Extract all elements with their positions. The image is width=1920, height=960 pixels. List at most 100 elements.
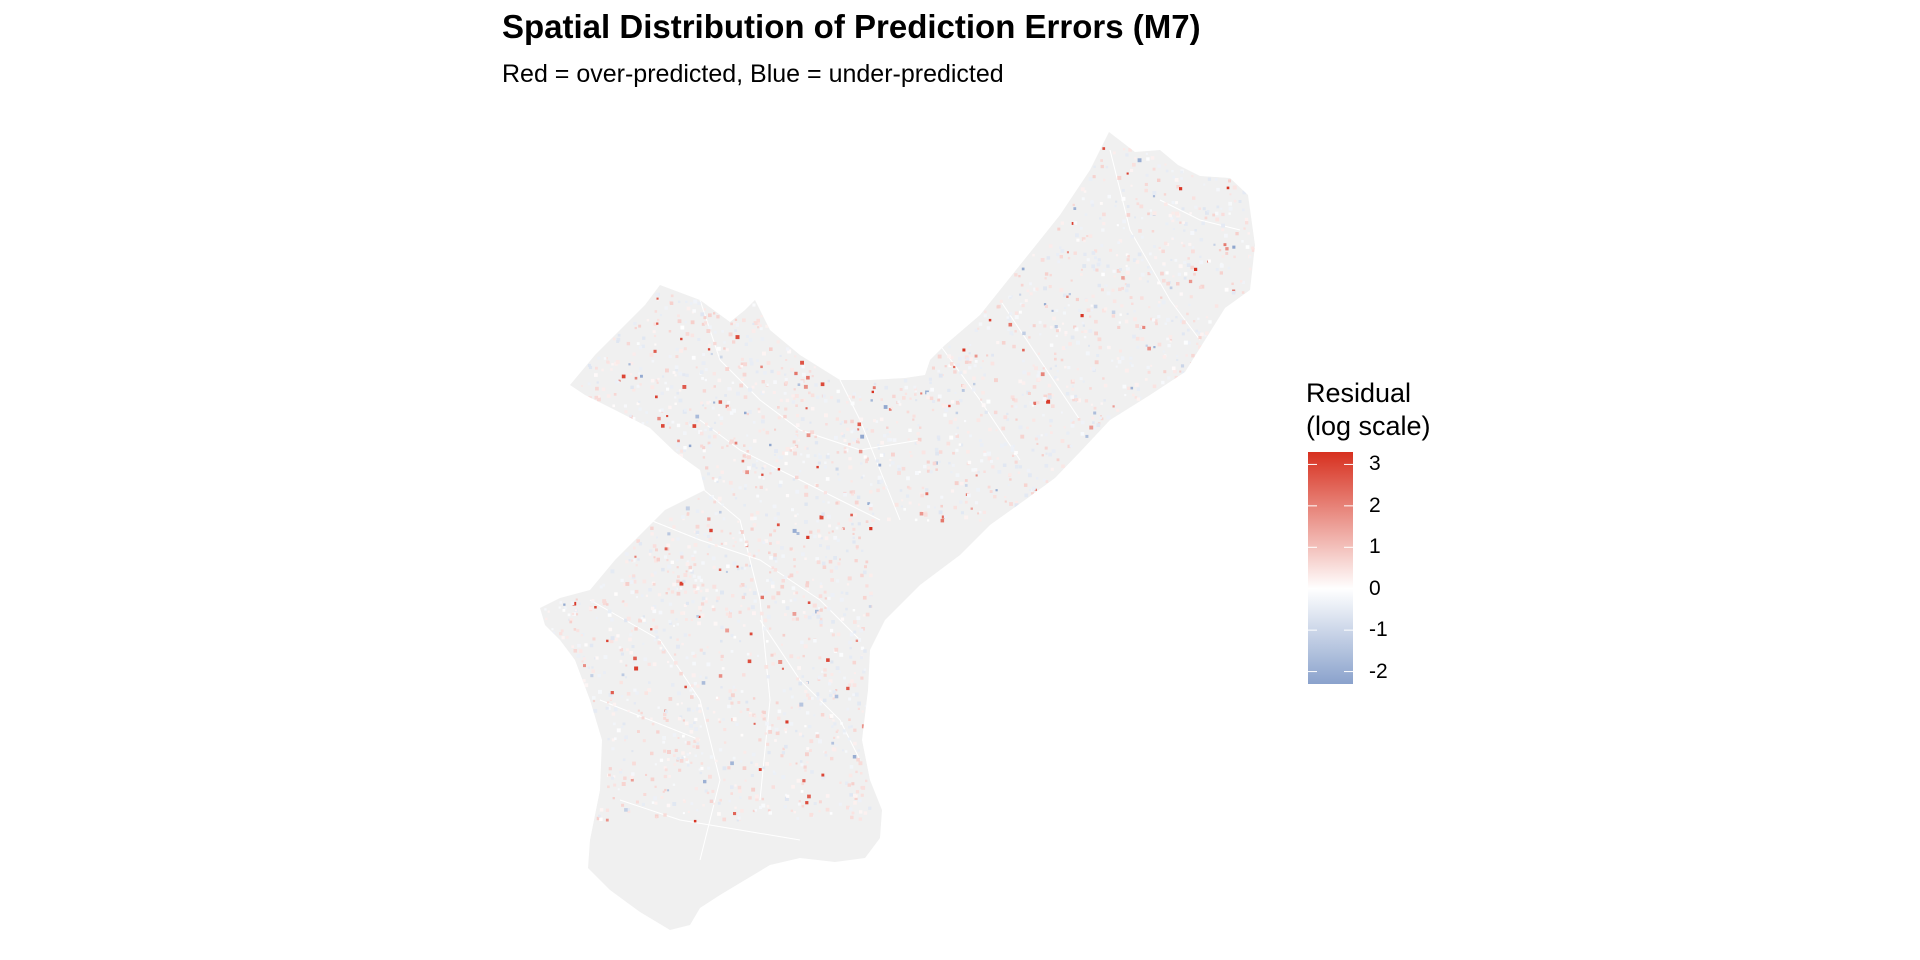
- residual-point: [729, 609, 733, 613]
- residual-point: [730, 792, 733, 795]
- residual-point: [782, 747, 785, 751]
- residual-point: [847, 783, 851, 787]
- residual-point: [1018, 465, 1023, 469]
- residual-point: [805, 752, 809, 757]
- residual-point: [561, 636, 565, 640]
- residual-point: [797, 666, 801, 670]
- residual-point: [674, 396, 677, 399]
- residual-point: [801, 365, 805, 369]
- residual-point: [808, 724, 812, 729]
- residual-point: [765, 488, 768, 491]
- residual-point: [1204, 216, 1208, 220]
- residual-point: [791, 508, 794, 512]
- residual-point: [1076, 238, 1080, 242]
- residual-point: [790, 809, 793, 812]
- residual-point: [783, 805, 787, 809]
- residual-point: [769, 533, 772, 537]
- residual-point: [626, 692, 631, 696]
- residual-point: [931, 408, 935, 412]
- residual-point: [940, 518, 945, 523]
- residual-point: [981, 403, 986, 408]
- residual-point: [738, 486, 742, 490]
- residual-point: [1076, 340, 1080, 345]
- residual-point: [689, 421, 692, 424]
- residual-point: [1167, 344, 1171, 348]
- residual-point: [697, 423, 701, 427]
- residual-point: [733, 458, 736, 462]
- chart-subtitle: Red = over-predicted, Blue = under-predi…: [502, 60, 1004, 88]
- residual-point: [948, 420, 953, 425]
- residual-point: [703, 321, 708, 325]
- residual-point: [685, 332, 690, 336]
- residual-point: [1218, 249, 1222, 252]
- residual-point: [639, 367, 643, 371]
- residual-point: [1102, 147, 1106, 150]
- residual-point: [635, 800, 639, 804]
- residual-point: [818, 455, 823, 459]
- residual-point: [1135, 336, 1140, 341]
- residual-point: [689, 302, 693, 305]
- residual-point: [855, 770, 858, 774]
- residual-point: [591, 669, 595, 673]
- residual-point: [914, 393, 917, 396]
- residual-point: [849, 793, 853, 797]
- residual-point: [692, 574, 696, 578]
- residual-point: [626, 341, 631, 346]
- residual-point: [682, 517, 685, 521]
- residual-point: [946, 441, 951, 446]
- residual-point: [779, 455, 783, 460]
- residual-point: [948, 345, 951, 349]
- residual-point: [638, 372, 641, 375]
- residual-point: [1061, 322, 1065, 325]
- residual-point: [843, 492, 847, 497]
- residual-point: [1014, 273, 1018, 277]
- residual-point: [794, 435, 797, 438]
- residual-point: [734, 318, 738, 321]
- residual-point: [689, 752, 692, 755]
- residual-point: [809, 421, 812, 424]
- residual-point: [857, 624, 860, 628]
- residual-point: [686, 707, 691, 712]
- residual-point: [1208, 320, 1212, 324]
- residual-point: [690, 333, 695, 338]
- residual-point: [669, 621, 673, 625]
- residual-point: [1047, 393, 1052, 398]
- residual-point: [676, 759, 679, 762]
- residual-point: [667, 789, 670, 792]
- residual-point: [1113, 275, 1116, 278]
- residual-point: [728, 689, 732, 693]
- residual-point: [955, 473, 960, 478]
- residual-point: [826, 514, 831, 519]
- residual-point: [1190, 231, 1195, 235]
- residual-point: [1126, 172, 1129, 175]
- residual-point: [778, 483, 782, 488]
- residual-point: [1009, 296, 1012, 300]
- residual-point: [1092, 425, 1097, 430]
- residual-point: [742, 372, 747, 377]
- residual-point: [642, 579, 647, 584]
- residual-point: [1116, 224, 1119, 227]
- residual-point: [1132, 162, 1136, 167]
- residual-point: [848, 395, 852, 398]
- residual-point: [588, 396, 592, 400]
- residual-point: [690, 761, 693, 764]
- residual-point: [1020, 434, 1025, 439]
- residual-point: [903, 378, 908, 383]
- residual-point: [1045, 480, 1049, 483]
- residual-point: [1153, 346, 1156, 349]
- residual-point: [920, 392, 923, 395]
- residual-point: [614, 637, 618, 642]
- residual-point: [779, 480, 783, 484]
- residual-point: [1054, 357, 1057, 361]
- residual-point: [958, 443, 962, 446]
- residual-point: [1091, 264, 1096, 269]
- residual-point: [741, 459, 745, 463]
- residual-point: [1134, 216, 1137, 219]
- residual-point: [865, 779, 868, 783]
- residual-point: [1131, 364, 1134, 367]
- residual-point: [828, 524, 831, 528]
- residual-point: [765, 513, 768, 517]
- residual-point: [846, 583, 850, 586]
- residual-point: [653, 322, 657, 326]
- residual-point: [746, 434, 749, 437]
